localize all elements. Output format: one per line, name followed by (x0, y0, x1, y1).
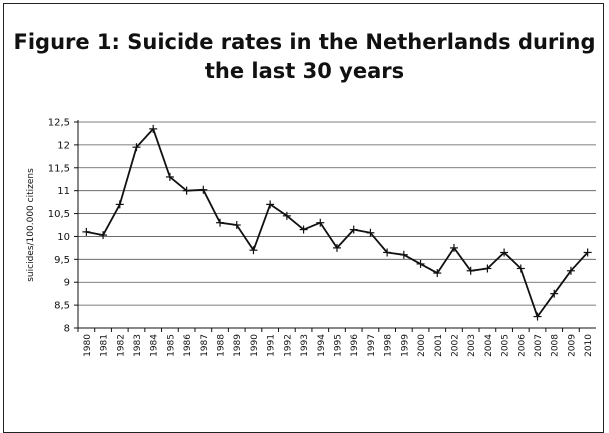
data-point (466, 266, 475, 275)
x-tick-label: 1999 (400, 334, 410, 357)
x-tick-label: 2000 (417, 334, 427, 357)
y-tick-label: 11,5 (48, 163, 70, 174)
axes (74, 120, 596, 332)
y-tick-label: 9 (64, 278, 70, 289)
data-point (333, 243, 341, 252)
x-tick-label: 2005 (501, 334, 511, 357)
x-tick-label: 1986 (183, 334, 193, 357)
data-point (583, 248, 592, 257)
x-tick-label: 2002 (450, 334, 460, 357)
data-point (115, 200, 124, 209)
data-point (149, 124, 158, 133)
data-point (82, 227, 91, 236)
data-point (566, 266, 575, 275)
x-tick-label: 1993 (300, 334, 310, 357)
data-markers (82, 124, 592, 321)
x-tick-label: 1987 (200, 334, 210, 357)
x-tick-label: 1992 (283, 334, 293, 357)
series-line (86, 127, 589, 318)
x-tick-label: 2010 (584, 334, 594, 357)
x-tick-label: 2009 (567, 334, 577, 357)
data-point (500, 248, 509, 257)
x-tick-labels: 1980 1981 1982 1983 1984 1985 1986 1987 1988 1989… (83, 334, 594, 357)
data-point (483, 264, 492, 273)
x-tick-label: 2006 (517, 334, 527, 357)
gridlines (78, 121, 596, 329)
data-point (349, 225, 358, 234)
data-point (399, 250, 408, 259)
y-axis-label: suicides/100.000 citizens (26, 168, 36, 282)
x-tick-label: 1994 (317, 334, 327, 357)
x-tick-label: 1991 (267, 334, 277, 357)
data-point (533, 312, 542, 321)
x-tick-label: 1990 (250, 334, 260, 357)
data-point (232, 221, 241, 229)
x-tick-label: 2007 (534, 334, 544, 357)
y-tick-labels: 8 8,5 9 9,5 10 10,5 11 11,5 12 12,5 (48, 118, 70, 335)
x-tick-label: 1997 (367, 334, 377, 357)
x-tick-label: 1983 (133, 334, 143, 357)
y-tick-label: 8,5 (54, 301, 70, 312)
x-tick-label: 2003 (467, 334, 477, 357)
data-point (316, 218, 325, 227)
data-point (266, 200, 275, 209)
data-point (282, 211, 291, 220)
data-point (383, 248, 392, 257)
data-point (449, 243, 458, 252)
x-tick-label: 1996 (350, 334, 360, 357)
y-tick-label: 12 (57, 140, 70, 151)
x-tick-label: 1984 (150, 334, 160, 357)
data-point (199, 185, 208, 194)
chart-title: Figure 1: Suicide rates in the Netherlan… (0, 28, 609, 86)
x-tick-label: 1998 (384, 334, 394, 357)
y-tick-label: 11 (57, 186, 70, 197)
data-point (216, 218, 225, 227)
data-point (516, 264, 525, 273)
data-point (182, 186, 191, 195)
x-tick-label: 1982 (116, 334, 126, 357)
data-point (165, 172, 174, 181)
y-tick-label: 9,5 (54, 255, 70, 266)
x-tick-label: 2001 (434, 334, 444, 357)
x-tick-label: 1989 (233, 334, 243, 357)
data-point (249, 246, 258, 255)
data-point (366, 228, 375, 237)
y-tick-label: 12,5 (48, 118, 70, 129)
y-tick-label: 8 (64, 324, 70, 335)
data-point (132, 143, 141, 152)
x-tick-label: 1981 (100, 334, 110, 357)
x-tick-label: 1985 (166, 334, 176, 357)
data-point (416, 259, 425, 268)
series-line-layer (86, 127, 589, 318)
y-tick-label: 10,5 (48, 209, 70, 220)
x-tick-label: 1995 (334, 334, 344, 357)
data-point (550, 289, 559, 298)
chart-title-line-2: the last 30 years (204, 59, 405, 83)
x-tick-label: 2008 (551, 334, 561, 357)
data-point (299, 225, 308, 234)
x-tick-label: 2004 (484, 334, 494, 357)
y-tick-label: 10 (57, 232, 70, 243)
data-point (99, 231, 108, 240)
chart-title-line-1: Figure 1: Suicide rates in the Netherlan… (13, 30, 596, 54)
data-point (433, 269, 442, 278)
x-tick-label: 1980 (83, 334, 93, 357)
x-tick-label: 1988 (217, 334, 227, 357)
